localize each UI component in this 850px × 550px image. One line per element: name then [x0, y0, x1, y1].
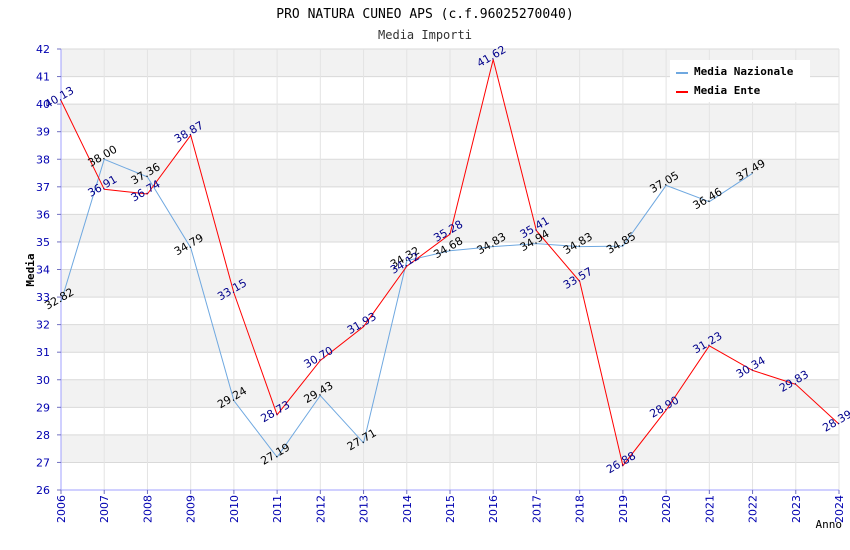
x-tick-label: 2011 — [271, 495, 284, 523]
chart-subtitle: Media Importi — [378, 28, 472, 42]
x-tick-label: 2020 — [660, 495, 673, 523]
y-axis-label: Media — [24, 253, 37, 286]
chart-title: PRO NATURA CUNEO APS (c.f.96025270040) — [276, 7, 573, 22]
x-tick-label: 2008 — [141, 495, 154, 523]
y-tick-label: 36 — [36, 208, 50, 221]
x-tick-label: 2019 — [617, 495, 630, 523]
x-tick-label: 2018 — [574, 495, 587, 523]
x-tick-label: 2023 — [790, 495, 803, 523]
x-tick-label: 2017 — [530, 495, 543, 523]
x-tick-label: 2016 — [487, 495, 500, 523]
legend: Media Nazionale Media Ente — [670, 60, 810, 102]
x-tick-label: 2024 — [833, 495, 846, 523]
x-tick-label: 2010 — [228, 495, 241, 523]
y-tick-label: 41 — [36, 71, 50, 84]
x-tick-label: 2012 — [314, 495, 327, 523]
series-line-media-ente — [60, 59, 840, 467]
grid-bands — [60, 48, 840, 491]
y-tick-label: 27 — [36, 456, 50, 469]
y-tick-label: 30 — [36, 374, 50, 387]
series-line-media-nazionale — [60, 158, 753, 459]
x-tick-label: 2013 — [358, 495, 371, 523]
y-tick-label: 35 — [36, 236, 50, 249]
y-tick-label: 32 — [36, 319, 50, 332]
x-tick-label: 2007 — [98, 495, 111, 523]
y-tick-label: 28 — [36, 429, 50, 442]
y-tick-label: 29 — [36, 401, 50, 414]
x-tick-label: 2015 — [444, 495, 457, 523]
legend-box — [670, 60, 810, 102]
x-tick-label: 2006 — [55, 495, 68, 523]
y-tick-label: 31 — [36, 346, 50, 359]
y-tick-label: 39 — [36, 126, 50, 139]
legend-label-nazionale: Media Nazionale — [694, 65, 794, 78]
y-tick-label: 34 — [36, 264, 50, 277]
x-tick-label: 2014 — [401, 495, 414, 523]
y-tick-label: 40 — [36, 98, 50, 111]
x-tick-label: 2021 — [703, 495, 716, 523]
y-tick-label: 26 — [36, 484, 50, 497]
axes: 26 27 28 29 30 31 32 33 34 35 36 37 38 39 40 41 42 2006 20… — [36, 43, 846, 523]
x-tick-label: 2009 — [185, 495, 198, 523]
legend-label-ente: Media Ente — [694, 84, 761, 97]
y-tick-label: 33 — [36, 291, 50, 304]
y-tick-label: 38 — [36, 153, 50, 166]
x-axis-label: Anno — [816, 518, 843, 531]
series-lines — [60, 59, 840, 467]
x-tick-label: 2022 — [747, 495, 760, 523]
y-tick-label: 42 — [36, 43, 50, 56]
y-tick-label: 37 — [36, 181, 50, 194]
